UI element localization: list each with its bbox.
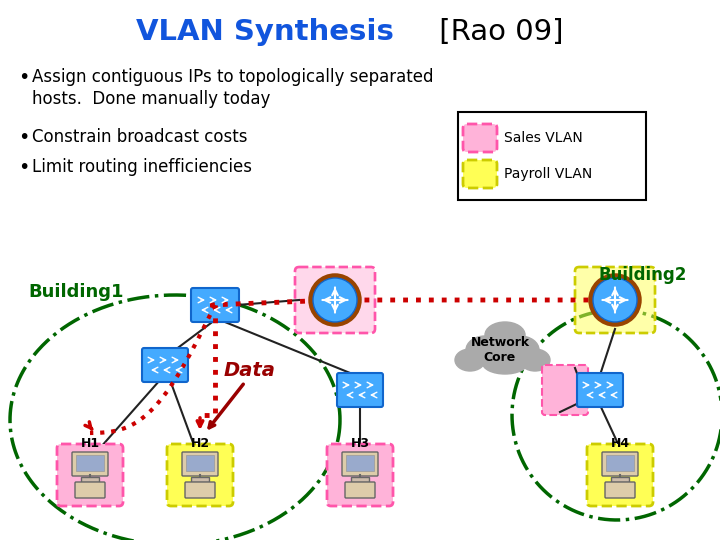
Text: H2: H2 <box>190 437 210 450</box>
Text: Limit routing inefficiencies: Limit routing inefficiencies <box>32 158 252 176</box>
Circle shape <box>590 275 640 325</box>
FancyBboxPatch shape <box>463 124 497 152</box>
Bar <box>346 455 374 471</box>
FancyBboxPatch shape <box>75 482 105 498</box>
Ellipse shape <box>466 336 504 364</box>
Text: Constrain broadcast costs: Constrain broadcast costs <box>32 128 248 146</box>
Ellipse shape <box>482 352 528 374</box>
FancyBboxPatch shape <box>463 160 497 188</box>
Text: Building2: Building2 <box>598 266 686 284</box>
Text: •: • <box>18 128 30 147</box>
Text: Sales VLAN: Sales VLAN <box>504 131 582 145</box>
Text: [Rao 09]: [Rao 09] <box>430 18 564 46</box>
Ellipse shape <box>520 349 550 371</box>
Text: •: • <box>18 68 30 87</box>
Bar <box>611 477 629 482</box>
Bar <box>606 455 634 471</box>
FancyBboxPatch shape <box>542 365 588 415</box>
Ellipse shape <box>485 322 525 348</box>
Circle shape <box>313 278 357 322</box>
FancyBboxPatch shape <box>142 348 188 382</box>
Bar <box>191 477 209 482</box>
Text: H3: H3 <box>351 437 369 450</box>
Bar <box>458 112 646 200</box>
FancyBboxPatch shape <box>191 288 239 322</box>
Bar <box>351 477 369 482</box>
FancyBboxPatch shape <box>295 267 375 333</box>
FancyBboxPatch shape <box>182 452 218 476</box>
FancyBboxPatch shape <box>337 373 383 407</box>
FancyBboxPatch shape <box>345 482 375 498</box>
Circle shape <box>310 275 360 325</box>
FancyBboxPatch shape <box>185 482 215 498</box>
Text: H1: H1 <box>81 437 99 450</box>
FancyBboxPatch shape <box>602 452 638 476</box>
Text: H4: H4 <box>611 437 629 450</box>
Text: Building1: Building1 <box>28 283 124 301</box>
FancyBboxPatch shape <box>72 452 108 476</box>
FancyBboxPatch shape <box>342 452 378 476</box>
FancyBboxPatch shape <box>167 444 233 506</box>
Bar <box>76 455 104 471</box>
Circle shape <box>593 278 637 322</box>
FancyBboxPatch shape <box>57 444 123 506</box>
Ellipse shape <box>455 349 485 371</box>
Bar <box>81 477 99 482</box>
FancyBboxPatch shape <box>577 373 623 407</box>
Text: VLAN Synthesis: VLAN Synthesis <box>136 18 394 46</box>
Text: Payroll VLAN: Payroll VLAN <box>504 167 593 181</box>
Text: Data: Data <box>224 361 276 380</box>
FancyBboxPatch shape <box>587 444 653 506</box>
FancyBboxPatch shape <box>575 267 655 333</box>
Ellipse shape <box>501 336 539 364</box>
Text: •: • <box>18 158 30 177</box>
FancyBboxPatch shape <box>605 482 635 498</box>
FancyBboxPatch shape <box>327 444 393 506</box>
Bar <box>186 455 214 471</box>
Text: Network
Core: Network Core <box>470 336 530 364</box>
Text: Assign contiguous IPs to topologically separated
hosts.  Done manually today: Assign contiguous IPs to topologically s… <box>32 68 433 108</box>
